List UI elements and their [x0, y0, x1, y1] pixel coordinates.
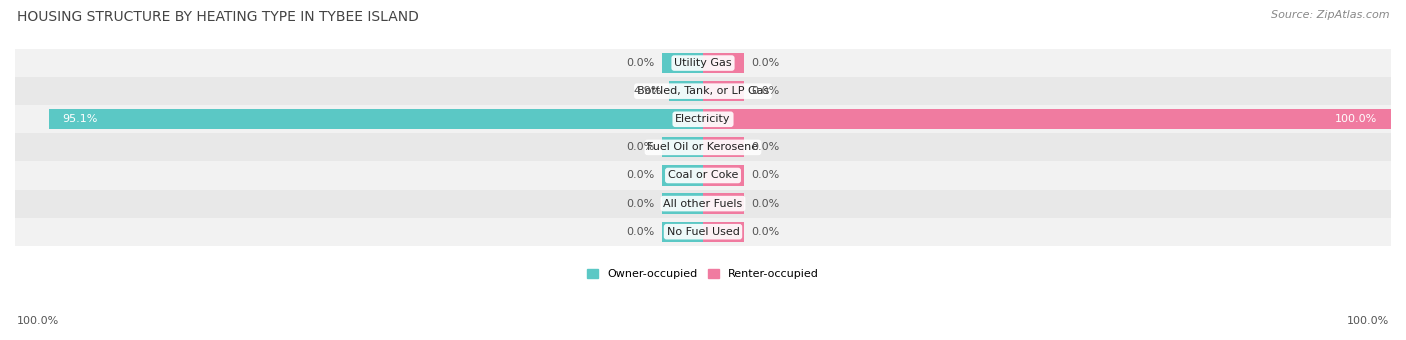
Text: Bottled, Tank, or LP Gas: Bottled, Tank, or LP Gas — [637, 86, 769, 96]
Bar — [703, 109, 1391, 130]
Bar — [703, 81, 744, 101]
Bar — [15, 105, 1391, 133]
Bar — [662, 53, 703, 73]
Text: 0.0%: 0.0% — [627, 142, 655, 152]
Bar — [662, 222, 703, 242]
Text: Utility Gas: Utility Gas — [675, 58, 731, 68]
Bar — [662, 193, 703, 214]
Bar — [703, 165, 744, 186]
Text: 0.0%: 0.0% — [751, 86, 779, 96]
Bar — [703, 222, 744, 242]
Bar — [669, 81, 703, 101]
Bar — [703, 193, 744, 214]
Text: Fuel Oil or Kerosene: Fuel Oil or Kerosene — [647, 142, 759, 152]
Bar — [703, 53, 744, 73]
Text: 4.9%: 4.9% — [634, 86, 662, 96]
Bar — [15, 162, 1391, 189]
Text: 100.0%: 100.0% — [17, 317, 59, 326]
Text: 0.0%: 0.0% — [627, 227, 655, 237]
Legend: Owner-occupied, Renter-occupied: Owner-occupied, Renter-occupied — [582, 264, 824, 284]
Text: Source: ZipAtlas.com: Source: ZipAtlas.com — [1271, 10, 1389, 20]
Text: All other Fuels: All other Fuels — [664, 199, 742, 209]
Bar — [15, 189, 1391, 218]
Bar — [662, 165, 703, 186]
Text: 100.0%: 100.0% — [1334, 114, 1378, 124]
Text: 95.1%: 95.1% — [62, 114, 98, 124]
Text: No Fuel Used: No Fuel Used — [666, 227, 740, 237]
Text: 0.0%: 0.0% — [751, 142, 779, 152]
Text: 0.0%: 0.0% — [751, 170, 779, 181]
Text: 0.0%: 0.0% — [627, 199, 655, 209]
Text: Coal or Coke: Coal or Coke — [668, 170, 738, 181]
Text: HOUSING STRUCTURE BY HEATING TYPE IN TYBEE ISLAND: HOUSING STRUCTURE BY HEATING TYPE IN TYB… — [17, 10, 419, 24]
Bar — [703, 137, 744, 157]
Text: 0.0%: 0.0% — [627, 58, 655, 68]
Text: Electricity: Electricity — [675, 114, 731, 124]
Text: 0.0%: 0.0% — [751, 58, 779, 68]
Text: 0.0%: 0.0% — [751, 227, 779, 237]
Text: 0.0%: 0.0% — [627, 170, 655, 181]
Bar — [15, 133, 1391, 162]
Bar — [49, 109, 703, 130]
Bar — [15, 218, 1391, 246]
Text: 0.0%: 0.0% — [751, 199, 779, 209]
Text: 100.0%: 100.0% — [1347, 317, 1389, 326]
Bar — [15, 77, 1391, 105]
Bar — [15, 49, 1391, 77]
Bar — [662, 137, 703, 157]
